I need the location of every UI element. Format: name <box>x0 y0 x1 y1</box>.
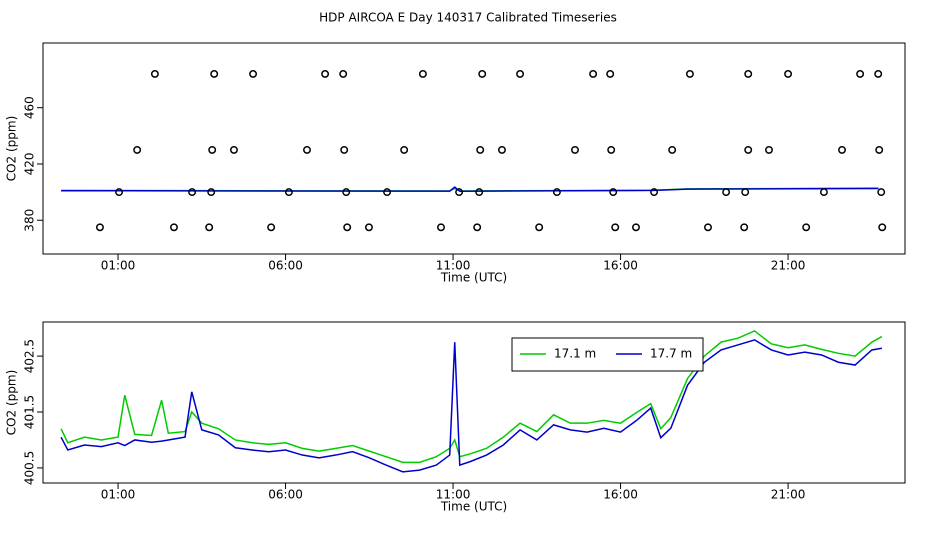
calibration-point <box>704 223 712 232</box>
x-tick-label: 16:00 <box>603 488 638 502</box>
calibration-point <box>741 188 750 197</box>
calibration-point <box>802 223 811 232</box>
calibration-point <box>765 145 773 154</box>
calibration-point <box>115 188 123 197</box>
calibration-point <box>339 69 348 78</box>
calibration-point <box>437 223 445 232</box>
calibration-point <box>609 188 618 197</box>
calibration-point <box>418 69 427 78</box>
calibration-point <box>208 145 217 154</box>
calibration-point <box>877 188 886 197</box>
calibration-point <box>606 69 615 78</box>
calibration-point <box>478 69 487 78</box>
y-axis-label: CO2 (ppm) <box>5 370 19 436</box>
x-axis-label: Time (UTC) <box>440 271 507 285</box>
x-tick-label: 01:00 <box>101 488 136 502</box>
calibration-point <box>740 223 749 232</box>
x-tick-label: 21:00 <box>771 259 806 273</box>
calibration-point <box>819 188 828 197</box>
calibration-point <box>133 145 142 154</box>
calibration-point <box>611 223 620 232</box>
calibration-point <box>685 69 694 78</box>
calibration-point <box>632 223 640 232</box>
calibration-point <box>455 188 464 197</box>
calibration-point <box>230 145 238 154</box>
series-line <box>60 339 883 473</box>
calibration-point <box>284 188 293 197</box>
calibration-point <box>571 145 579 154</box>
calibration-point <box>96 223 104 232</box>
calibration-point <box>856 69 865 78</box>
calibration-point <box>205 223 214 232</box>
calibration-point <box>207 188 216 197</box>
calibration-point <box>744 69 753 78</box>
calibration-point <box>365 223 373 232</box>
calibration-point <box>498 145 506 154</box>
plot-frame <box>42 321 906 484</box>
calibration-point <box>476 145 485 154</box>
calibration-point <box>249 69 258 78</box>
series-line <box>60 330 883 464</box>
calibration-point <box>340 145 349 154</box>
y-axis-label: CO2 (ppm) <box>5 116 19 182</box>
calibration-point <box>170 223 178 232</box>
calibration-point <box>878 223 887 232</box>
calibration-point <box>321 69 330 78</box>
calibration-point <box>150 69 159 78</box>
legend-label: 17.1 m <box>554 347 596 361</box>
x-tick-label: 11:00 <box>436 259 471 273</box>
calibration-point <box>516 69 525 78</box>
calibration-point <box>383 188 392 197</box>
x-tick-label: 21:00 <box>771 488 806 502</box>
calibration-point <box>473 223 482 232</box>
calibration-point <box>875 145 884 154</box>
x-tick-label: 11:00 <box>436 488 471 502</box>
x-tick-label: 16:00 <box>603 259 638 273</box>
calibration-point <box>303 145 311 154</box>
calibration-point <box>589 69 598 78</box>
calibration-point <box>343 223 352 232</box>
calibration-point <box>650 188 659 197</box>
calibration-point <box>552 188 561 197</box>
calibration-point <box>838 145 846 154</box>
calibration-point <box>188 188 197 197</box>
calibration-point <box>874 69 883 78</box>
figure-title: HDP AIRCOA E Day 140317 Calibrated Times… <box>319 11 617 25</box>
calibration-point <box>475 188 484 197</box>
calibration-point <box>210 69 219 78</box>
y-tick-label: 400.5 <box>23 451 37 485</box>
plot-frame <box>42 42 906 255</box>
calibration-point <box>607 145 616 154</box>
calibration-point <box>784 69 793 78</box>
y-tick-label: 420 <box>23 153 37 176</box>
y-tick-label: 460 <box>23 96 37 119</box>
x-tick-label: 01:00 <box>101 259 136 273</box>
calibration-point <box>400 145 409 154</box>
y-tick-label: 380 <box>23 209 37 232</box>
x-tick-label: 06:00 <box>268 488 303 502</box>
y-tick-label: 401.5 <box>23 395 37 429</box>
x-tick-label: 06:00 <box>268 259 303 273</box>
y-tick-label: 402.5 <box>23 339 37 373</box>
calibration-point <box>342 188 351 197</box>
calibration-point <box>668 145 677 154</box>
calibration-point <box>744 145 753 154</box>
calibration-point <box>267 223 276 232</box>
x-axis-label: Time (UTC) <box>440 500 507 514</box>
legend-label: 17.7 m <box>650 347 692 361</box>
calibration-point <box>535 223 544 232</box>
calibration-point <box>722 188 731 197</box>
